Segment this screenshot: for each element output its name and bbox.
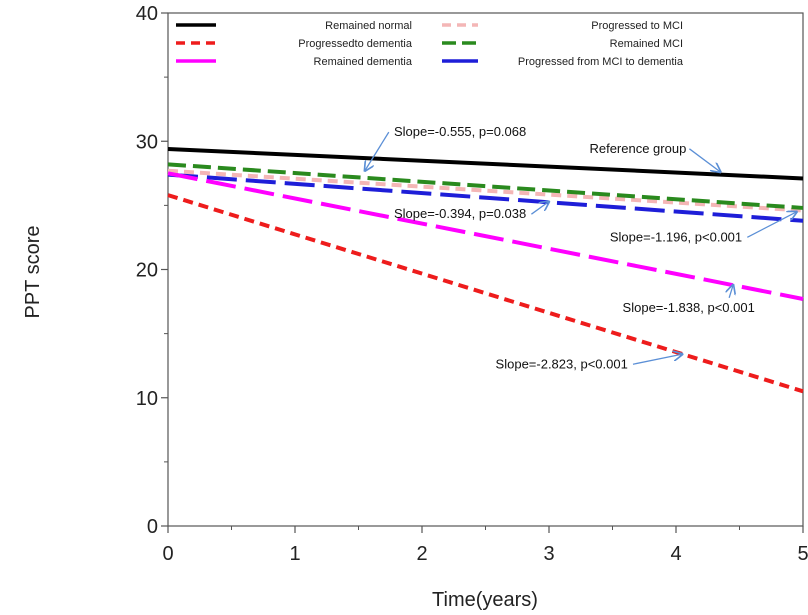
legend-label: Progressed to MCI <box>591 20 683 32</box>
y-tick-label: 20 <box>136 260 158 282</box>
legend: Remained normal Progressed to MCI Progress… <box>176 20 684 68</box>
x-tick-label: 1 <box>289 543 300 565</box>
y-tick-label: 10 <box>136 388 158 410</box>
x-tick-label: 5 <box>797 543 808 565</box>
slope-annotation: Reference group <box>589 141 686 156</box>
annotation-arrow <box>365 131 390 171</box>
series-line-progressedto-dementia <box>167 193 804 394</box>
series-line-remained-normal <box>167 146 804 181</box>
series-line-remained-dementia <box>167 171 804 301</box>
x-axis-title: Time(years) <box>432 589 538 611</box>
x-tick-label: 2 <box>416 543 427 565</box>
x-tick-label: 3 <box>543 543 554 565</box>
annotation-arrow <box>747 212 796 238</box>
annotation-arrow <box>689 148 720 172</box>
legend-label: Progressed from MCI to dementia <box>518 56 684 68</box>
y-tick-label: 0 <box>147 516 158 538</box>
y-axis-ticks: 0 10 20 30 40 <box>136 3 168 538</box>
legend-label: Remained dementia <box>314 56 413 68</box>
y-tick-label: 30 <box>136 131 158 153</box>
annotations: Slope=-0.555, p=0.068 Reference group Slop… <box>365 124 797 371</box>
y-axis-title: PPT score <box>22 226 44 319</box>
x-tick-label: 0 <box>162 543 173 565</box>
slope-annotation: Slope=-2.823, p<0.001 <box>496 356 628 371</box>
series-line-remained-mci <box>167 162 804 210</box>
x-tick-label: 4 <box>670 543 681 565</box>
series-line-progressed-from-mci-to-dementia <box>167 172 804 223</box>
legend-label: Remained MCI <box>610 38 683 50</box>
annotation-arrow <box>531 202 549 215</box>
slope-annotation: Slope=-0.394, p=0.038 <box>394 206 526 221</box>
x-axis-ticks: 0 1 2 3 4 5 <box>162 526 808 565</box>
annotation-arrow <box>729 285 733 299</box>
legend-label: Remained normal <box>325 20 412 32</box>
y-tick-label: 40 <box>136 3 158 25</box>
plot-frame <box>167 12 804 527</box>
series-line-progressed-to-mci <box>167 168 804 213</box>
series-lines <box>167 146 804 394</box>
slope-annotation: Slope=-1.838, p<0.001 <box>623 300 755 315</box>
slope-annotation: Slope=-0.555, p=0.068 <box>394 124 526 139</box>
slope-annotation: Slope=-1.196, p<0.001 <box>610 229 742 244</box>
annotation-arrow <box>632 354 682 365</box>
legend-label: Progressedto dementia <box>298 38 413 50</box>
